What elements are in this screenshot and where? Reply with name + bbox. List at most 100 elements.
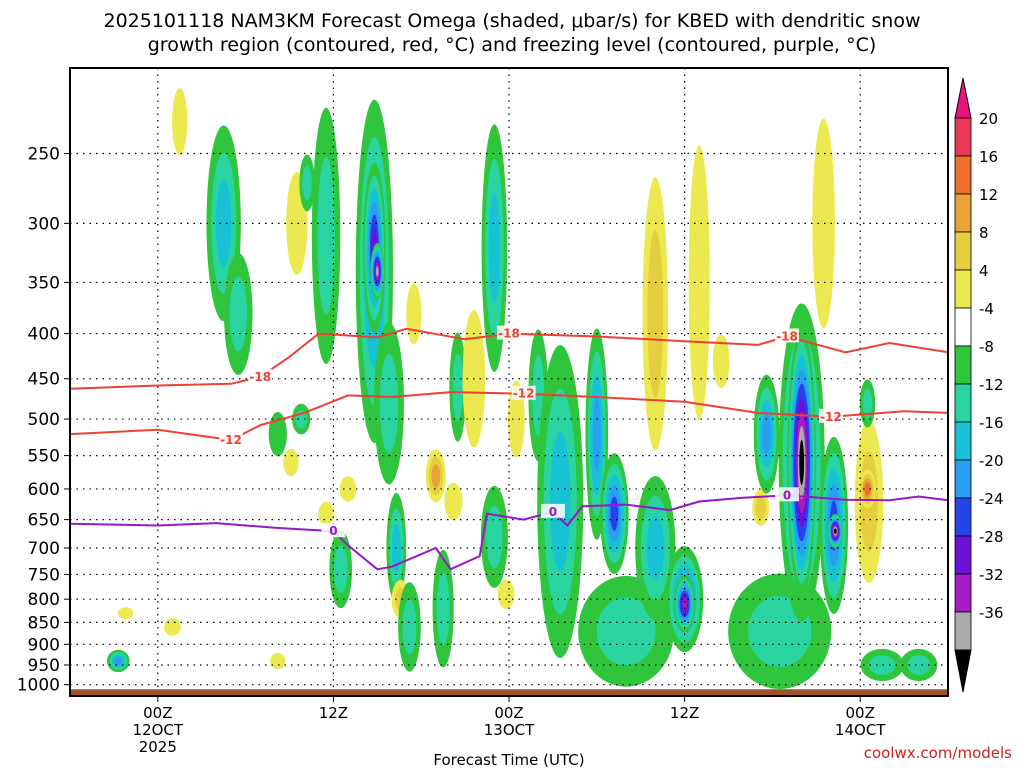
omega-cell-14-level-1 (333, 545, 348, 594)
omega-cell-24-level-2 (431, 464, 441, 488)
contour-label-bg-1-0 (218, 431, 243, 446)
omega-cell-22-level-1 (402, 599, 417, 655)
colorbar-label-2: 12 (979, 186, 998, 204)
colorbar-label-12: -32 (979, 566, 1004, 584)
omega-cell-56-level-1 (907, 655, 931, 675)
omega-cell-55-level-1 (868, 655, 896, 675)
colorbar-segment-4 (954, 269, 972, 309)
x-tick-label-6-0: 00Z (143, 704, 172, 722)
colorbar-bottom-arrow (954, 649, 972, 693)
contour-label-1-1: -12 (513, 387, 535, 401)
y-tick-label-700: 700 (28, 539, 60, 559)
omega-cell-37-level-1 (596, 597, 656, 666)
contour-label-2-0: 0 (329, 524, 337, 538)
colorbar-label-8: -16 (979, 414, 1004, 432)
omega-cell-6-level-0 (268, 411, 287, 457)
omega-cell-44-level-1 (755, 496, 766, 519)
contour-label-bg-0-0 (248, 369, 273, 384)
y-tick-label-300: 300 (28, 214, 60, 234)
contour-layer: -18 -18 -18 -12 -12 -12 0 0 0 (70, 325, 948, 571)
y-tick-label-950: 950 (28, 656, 60, 676)
y-tick-label-550: 550 (28, 447, 60, 467)
y-tick-label-600: 600 (28, 480, 60, 500)
omega-cell-27-level-0 (444, 482, 463, 521)
y-tick-label-850: 850 (28, 613, 60, 633)
omega-cell-36-level-4 (610, 496, 619, 531)
colorbar-label-1: 16 (979, 148, 998, 166)
x-tick-label-54-1: 14OCT (835, 721, 886, 739)
contour-label-1-0: -12 (220, 433, 242, 447)
omega-cell-42-level-0 (688, 145, 710, 420)
x-axis-title: Forecast Time (UTC) (433, 751, 584, 768)
x-tick-label-6-1: 12OCT (133, 721, 184, 739)
x-tick-label-42-0: 12Z (670, 704, 699, 722)
contour-label-bg-2-1 (540, 503, 565, 518)
omega-cell-25-level-1 (436, 572, 450, 645)
colorbar-label-10: -24 (979, 490, 1004, 508)
omega-cell-7-level-0 (270, 652, 286, 670)
colorbar-label-4: 4 (979, 262, 989, 280)
colorbar-top-arrow (954, 77, 972, 119)
x-tick-label-54-0: 00Z (846, 704, 875, 722)
contour-label-1-2: -12 (820, 410, 842, 424)
colorbar-segment-8 (954, 421, 972, 461)
omega-cell-11-level-1 (302, 165, 312, 201)
contour-label-0-2: -18 (776, 329, 798, 343)
omega-cell-41-level-1 (647, 229, 664, 398)
credit-text: coolwx.com/models (863, 744, 1012, 762)
ground-strip (70, 689, 948, 696)
y-tick-label-500: 500 (28, 410, 60, 430)
colorbar-segment-2 (954, 193, 972, 233)
ground-layer (70, 689, 948, 696)
omega-cell-35-level-3 (592, 397, 601, 471)
omega-cell-0-level-3 (114, 657, 123, 665)
omega-cell-53-level-3 (864, 482, 871, 496)
omega-cell-12-level-1 (317, 157, 335, 315)
colorbar-segment-13 (954, 611, 972, 651)
colorbar-segment-6 (954, 345, 972, 385)
colorbar-label-11: -28 (979, 528, 1004, 546)
omega-cell-29-level-2 (488, 193, 501, 304)
omega-cell-4-level-2 (216, 179, 232, 267)
omega-cell-26-level-1 (452, 353, 463, 421)
y-tick-label-1000: 1000 (17, 676, 60, 696)
omega-cell-15-level-0 (339, 476, 357, 502)
colorbar-segment-5 (954, 307, 972, 347)
omega-cell-49-level-0 (812, 118, 835, 329)
contour-label-bg-0-2 (775, 328, 800, 343)
y-axis: 2503003504004505005506006507007508008509… (17, 144, 70, 696)
contour-label-0-1: -18 (498, 327, 520, 341)
colorbar-segment-10 (954, 497, 972, 537)
chart-title-line-2: growth region (contoured, red, °C) and f… (147, 34, 877, 56)
contour-label-2-1: 0 (549, 505, 557, 519)
omega-cell-34-level-2 (549, 431, 571, 572)
x-tick-label-6-2: 2025 (139, 738, 177, 756)
omega-cell-19-level-1 (379, 353, 399, 454)
colorbar-label-13: -36 (979, 604, 1004, 622)
chart-title-line-1: 2025101118 NAM3KM Forecast Omega (shaded… (103, 10, 921, 32)
colorbar-label-3: 8 (979, 224, 989, 242)
x-tick-label-30-0: 00Z (494, 704, 523, 722)
omega-cell-2-level-0 (164, 617, 181, 636)
y-tick-label-650: 650 (28, 511, 60, 531)
colorbar-segment-0 (954, 117, 972, 157)
x-tick-label-30-1: 13OCT (484, 721, 535, 739)
contour-label-bg-1-1 (511, 385, 536, 400)
omega-cell-1-level-0 (117, 607, 134, 620)
omega-cell-43-level-0 (712, 334, 730, 389)
omega-cell-48-level-8 (799, 439, 805, 486)
omega-cell-18-level-7 (376, 266, 379, 277)
colorbar-segment-12 (954, 573, 972, 613)
colorbar-segment-1 (954, 155, 972, 195)
x-tick-label-18-0: 12Z (319, 704, 348, 722)
contour-label-bg-2-0 (321, 523, 346, 538)
colorbar-label-0: 20 (979, 110, 998, 128)
y-tick-label-450: 450 (28, 370, 60, 390)
contour-label-bg-0-1 (497, 325, 521, 340)
y-tick-label-250: 250 (28, 144, 60, 164)
omega-cell-54-level-1 (862, 388, 873, 419)
colorbar: 20 16 12 8 4 -4 -8 -12 -16 -20 -24 -28 -32 -36 (954, 77, 1004, 693)
gridlines (70, 68, 948, 696)
y-tick-label-750: 750 (28, 565, 60, 585)
